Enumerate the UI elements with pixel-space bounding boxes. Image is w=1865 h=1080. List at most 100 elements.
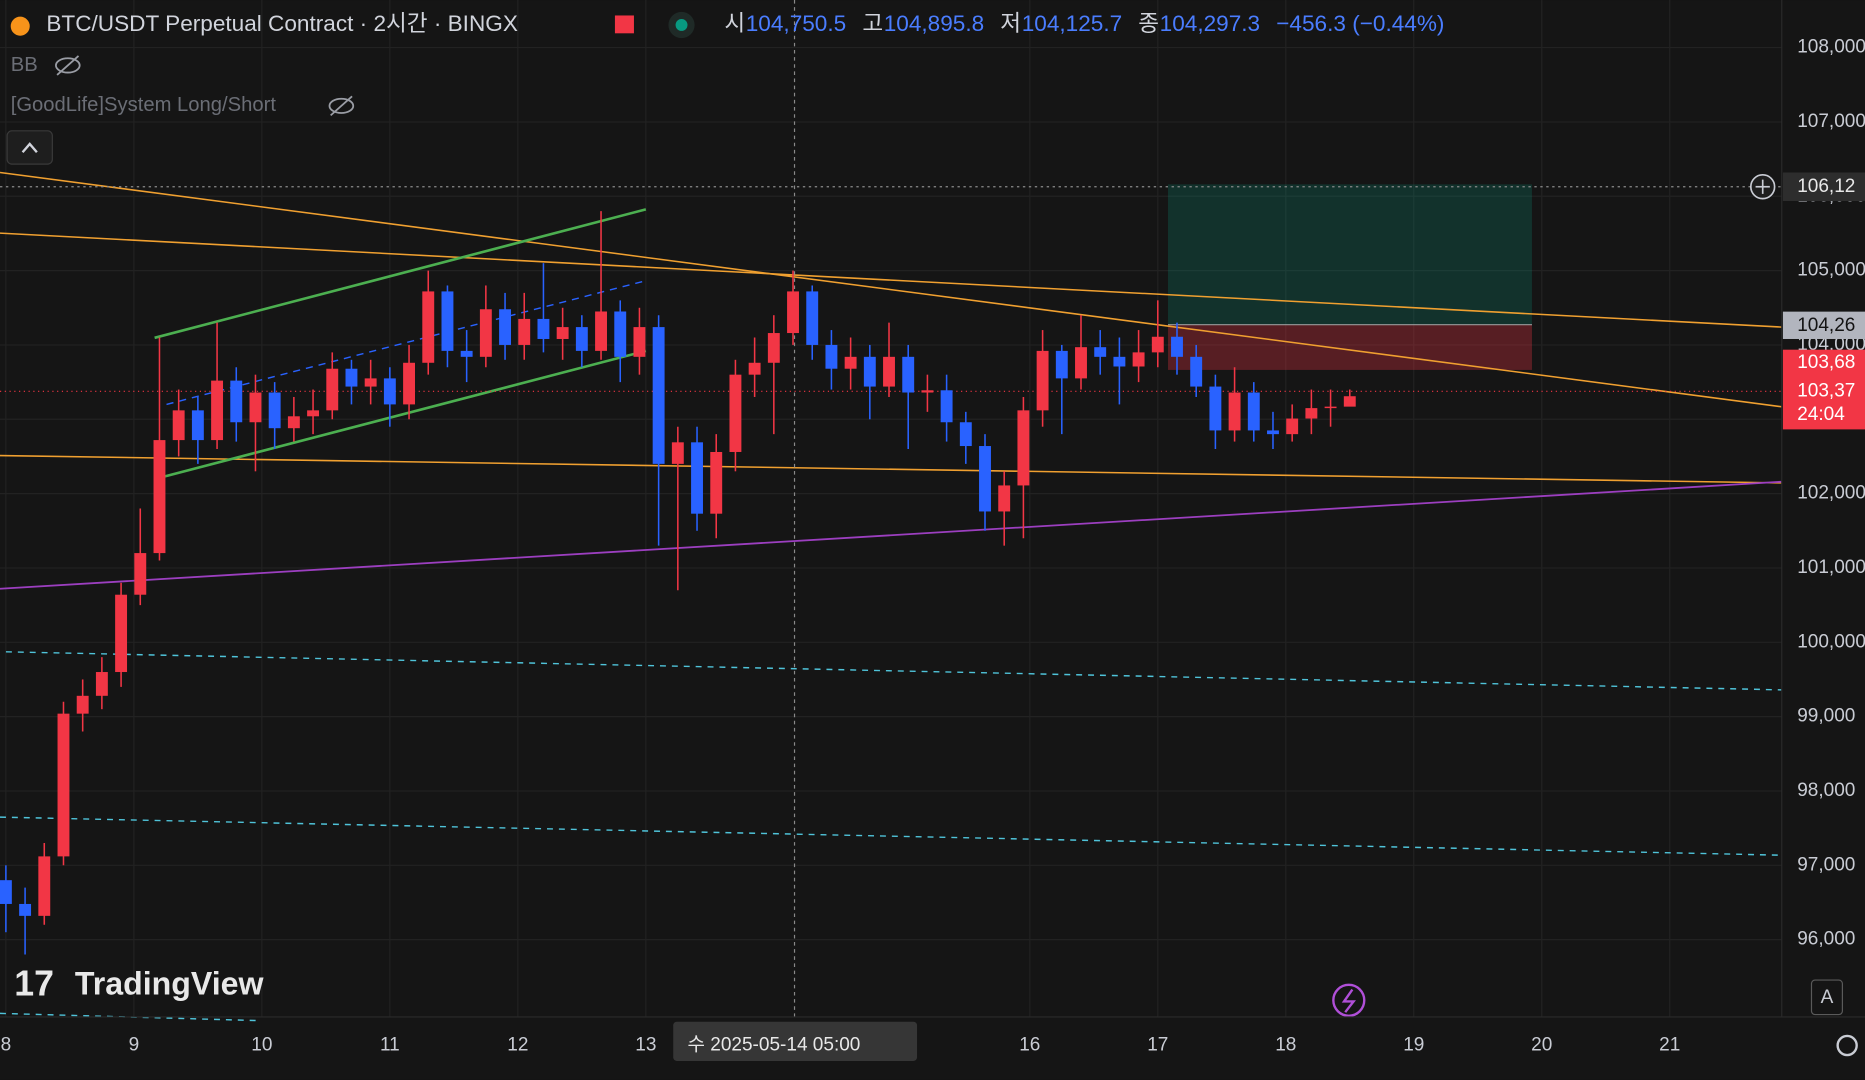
candle-body	[1113, 356, 1126, 367]
candle-body	[95, 672, 108, 696]
candle-body	[1305, 408, 1318, 419]
candle-body	[76, 695, 89, 714]
candle-body	[556, 327, 569, 339]
candle-body	[633, 327, 646, 357]
hidden-icon-slash	[330, 95, 353, 117]
x-tick-label: 19	[1403, 1035, 1424, 1056]
y-tick-label: 108,000	[1797, 37, 1865, 58]
candle-body	[1209, 386, 1222, 431]
x-tick-label: 17	[1147, 1035, 1168, 1056]
indicator-label[interactable]: [GoodLife]System Long/Short	[11, 94, 277, 116]
candle-body	[172, 410, 185, 441]
crosshair-time-tag	[673, 1021, 918, 1061]
x-tick-label: 9	[129, 1035, 140, 1056]
flag-icon[interactable]	[614, 15, 634, 34]
candle-body	[652, 327, 665, 464]
candle-body	[595, 311, 607, 351]
candle-body	[825, 344, 838, 369]
candle-body	[345, 368, 358, 387]
candle-body	[1075, 347, 1087, 379]
candle-body	[422, 291, 435, 363]
candle-body	[518, 318, 531, 345]
x-tick-label: 18	[1275, 1035, 1296, 1056]
channel-line[interactable]	[157, 349, 647, 480]
x-tick-label: 11	[380, 1035, 400, 1056]
change-value: −456.3 (−0.44%)	[1276, 11, 1444, 36]
y-tick-label: 96,000	[1797, 929, 1855, 950]
replay-icon-bolt	[1341, 988, 1356, 1013]
close-value: 104,297.3	[1160, 11, 1260, 36]
hidden-icon-slash	[56, 55, 80, 76]
x-tick-label: 8	[1, 1035, 12, 1056]
candle-body	[1228, 392, 1241, 431]
replay-icon[interactable]	[1332, 983, 1366, 1017]
settings-icon[interactable]	[1836, 1034, 1858, 1057]
trend-line[interactable]	[0, 454, 1782, 484]
coin-icon	[10, 16, 30, 36]
candle-body	[1171, 336, 1183, 357]
collapse-button[interactable]	[6, 130, 53, 165]
candle-body	[134, 553, 147, 595]
hidden-icon[interactable]	[55, 57, 81, 74]
candle-body	[1267, 430, 1279, 435]
close-label: 종	[1138, 11, 1159, 36]
candle-body	[479, 309, 492, 357]
bar-countdown: 24:04	[1797, 404, 1845, 425]
candle-body	[998, 485, 1011, 512]
candle-body	[268, 392, 281, 429]
symbol-title[interactable]: BTC/USDT Perpetual Contract · 2시간 · BING…	[46, 11, 518, 36]
candle-body	[844, 356, 857, 369]
last-price: 103,37	[1797, 380, 1855, 401]
candle-body	[863, 356, 876, 387]
candle-body	[1324, 406, 1337, 409]
candle-body	[1094, 347, 1107, 357]
candle-body	[326, 368, 339, 411]
candle-body	[230, 380, 243, 423]
auto-scale-button[interactable]	[1810, 979, 1843, 1016]
channel-midline	[166, 280, 647, 406]
auto-scale-label[interactable]: A	[1821, 987, 1834, 1008]
trend-line[interactable]	[0, 171, 1782, 408]
open-label: 시	[724, 11, 745, 36]
y-tick-label: 101,000	[1797, 557, 1865, 578]
crosshair-price: 106,12	[1797, 176, 1855, 197]
x-tick-label: 13	[635, 1035, 656, 1056]
x-tick-label: 10	[251, 1035, 272, 1056]
candle-body	[383, 378, 396, 405]
y-tick-label: 102,000	[1797, 483, 1865, 504]
indicator-label[interactable]: BB	[11, 54, 38, 76]
candle-body	[959, 422, 972, 447]
last-price-tag	[1782, 349, 1865, 430]
time-axis: 8 9 10 11 12 13 16 17 18 19 20 21	[1, 1035, 1681, 1056]
candle-body	[710, 451, 723, 514]
stop-price: 103,68	[1797, 352, 1855, 373]
candle-body	[1190, 356, 1203, 387]
low-label: 저	[1000, 11, 1021, 36]
candle-body	[19, 903, 32, 916]
trend-line[interactable]	[0, 480, 1782, 590]
candle-body	[1151, 336, 1164, 353]
dashed-line[interactable]	[5, 651, 1782, 691]
candle-body	[307, 410, 320, 417]
position-profit-zone[interactable]	[1168, 184, 1532, 325]
candle-body	[883, 356, 895, 387]
position-loss-zone[interactable]	[1168, 324, 1532, 370]
candle-body	[614, 311, 627, 357]
candle-body	[921, 390, 934, 393]
status-dot	[675, 19, 688, 31]
candle-body	[787, 291, 799, 334]
watermark[interactable]: TradingView	[75, 966, 265, 1002]
candle-body	[767, 333, 780, 363]
price-axis: 96,000 97,000 98,000 99,000 100,000 101,000 10…	[1797, 37, 1865, 950]
candle-body	[940, 390, 953, 423]
channel-line[interactable]	[154, 208, 647, 340]
candle-body	[1055, 350, 1068, 379]
x-tick-label: 16	[1019, 1035, 1040, 1056]
crosshair-time: 수 2025-05-14 05:00	[687, 1035, 860, 1056]
y-tick-label: 97,000	[1797, 854, 1855, 875]
trend-line[interactable]	[0, 232, 1782, 328]
candle-body	[1017, 410, 1030, 486]
candle-body	[249, 392, 262, 423]
hidden-icon[interactable]	[328, 97, 355, 114]
